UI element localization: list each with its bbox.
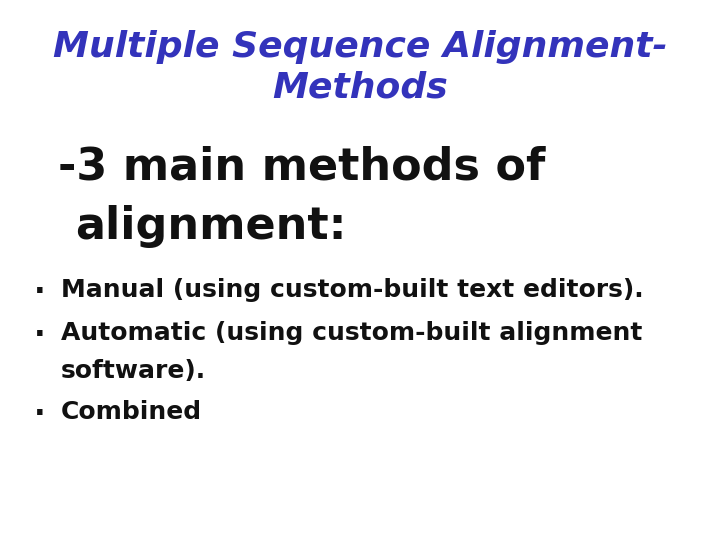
Text: ·: ·	[34, 400, 45, 429]
Text: Combined: Combined	[61, 400, 202, 423]
Text: Methods: Methods	[272, 70, 448, 104]
Text: software).: software).	[61, 359, 207, 383]
Text: Automatic (using custom-built alignment: Automatic (using custom-built alignment	[61, 321, 642, 345]
Text: Manual (using custom-built text editors).: Manual (using custom-built text editors)…	[61, 278, 644, 302]
Text: ·: ·	[34, 321, 45, 350]
Text: Multiple Sequence Alignment-: Multiple Sequence Alignment-	[53, 30, 667, 64]
Text: alignment:: alignment:	[76, 205, 347, 248]
Text: ·: ·	[34, 278, 45, 307]
Text: -3 main methods of: -3 main methods of	[58, 146, 545, 189]
